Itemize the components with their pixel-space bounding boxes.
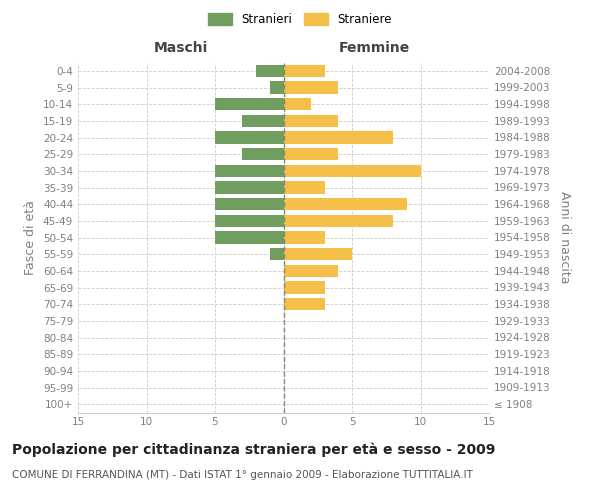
Text: Maschi: Maschi xyxy=(154,41,208,55)
Bar xyxy=(284,98,311,110)
Y-axis label: Fasce di età: Fasce di età xyxy=(25,200,37,275)
Bar xyxy=(284,164,421,177)
Bar xyxy=(215,181,284,194)
Bar xyxy=(215,164,284,177)
Bar xyxy=(284,264,338,277)
Bar xyxy=(284,248,352,260)
Bar xyxy=(215,131,284,144)
Bar xyxy=(284,131,393,144)
Bar xyxy=(284,231,325,244)
Text: Popolazione per cittadinanza straniera per età e sesso - 2009: Popolazione per cittadinanza straniera p… xyxy=(12,442,496,457)
Bar xyxy=(284,214,393,227)
Bar xyxy=(284,298,325,310)
Bar xyxy=(284,114,338,127)
Bar xyxy=(215,231,284,244)
Bar xyxy=(256,64,284,77)
Bar xyxy=(242,148,284,160)
Bar xyxy=(284,64,325,77)
Text: Femmine: Femmine xyxy=(338,41,410,55)
Bar xyxy=(284,81,338,94)
Bar xyxy=(215,214,284,227)
Bar xyxy=(242,114,284,127)
Bar xyxy=(215,98,284,110)
Bar xyxy=(284,148,338,160)
Bar xyxy=(284,181,325,194)
Bar xyxy=(284,198,407,210)
Bar xyxy=(270,248,284,260)
Bar xyxy=(284,281,325,293)
Bar xyxy=(270,81,284,94)
Bar xyxy=(215,198,284,210)
Legend: Stranieri, Straniere: Stranieri, Straniere xyxy=(203,8,397,31)
Y-axis label: Anni di nascita: Anni di nascita xyxy=(557,191,571,284)
Text: COMUNE DI FERRANDINA (MT) - Dati ISTAT 1° gennaio 2009 - Elaborazione TUTTITALIA: COMUNE DI FERRANDINA (MT) - Dati ISTAT 1… xyxy=(12,470,473,480)
